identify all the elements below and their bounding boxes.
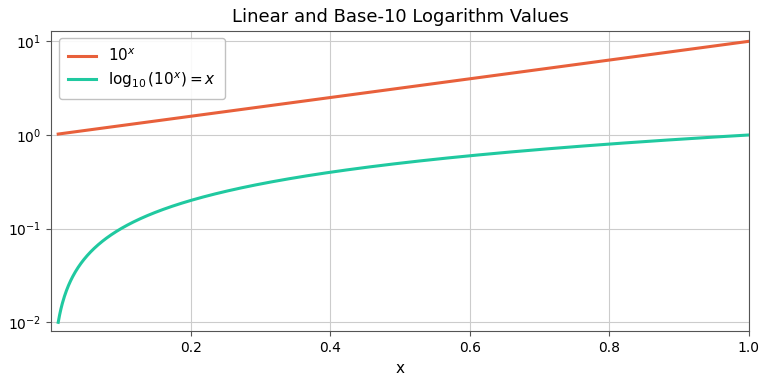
$\log_{10}(10^x) = x$	[358, 166, 367, 170]
$10^x$	[528, 68, 537, 73]
$\log_{10}(10^x) = x$	[592, 143, 601, 147]
$\log_{10}(10^x) = x$	[744, 133, 753, 137]
$10^x$	[592, 60, 601, 64]
Title: Linear and Base-10 Logarithm Values: Linear and Base-10 Logarithm Values	[231, 8, 568, 26]
$\log_{10}(10^x) = x$	[528, 148, 537, 152]
$10^x$	[333, 94, 342, 99]
Line: $\log_{10}(10^x) = x$: $\log_{10}(10^x) = x$	[58, 135, 749, 322]
$10^x$	[124, 122, 134, 127]
$\log_{10}(10^x) = x$	[124, 222, 134, 227]
X-axis label: x: x	[396, 361, 405, 376]
$10^x$	[358, 91, 367, 96]
$\log_{10}(10^x) = x$	[333, 169, 342, 174]
Line: $10^x$: $10^x$	[58, 41, 749, 134]
$10^x$	[54, 132, 63, 136]
$10^x$	[744, 39, 753, 44]
Legend: $10^x$, $\log_{10}(10^x) = x$: $10^x$, $\log_{10}(10^x) = x$	[59, 38, 225, 99]
$10^x$	[604, 58, 614, 62]
$\log_{10}(10^x) = x$	[604, 142, 614, 146]
$\log_{10}(10^x) = x$	[54, 320, 63, 324]
